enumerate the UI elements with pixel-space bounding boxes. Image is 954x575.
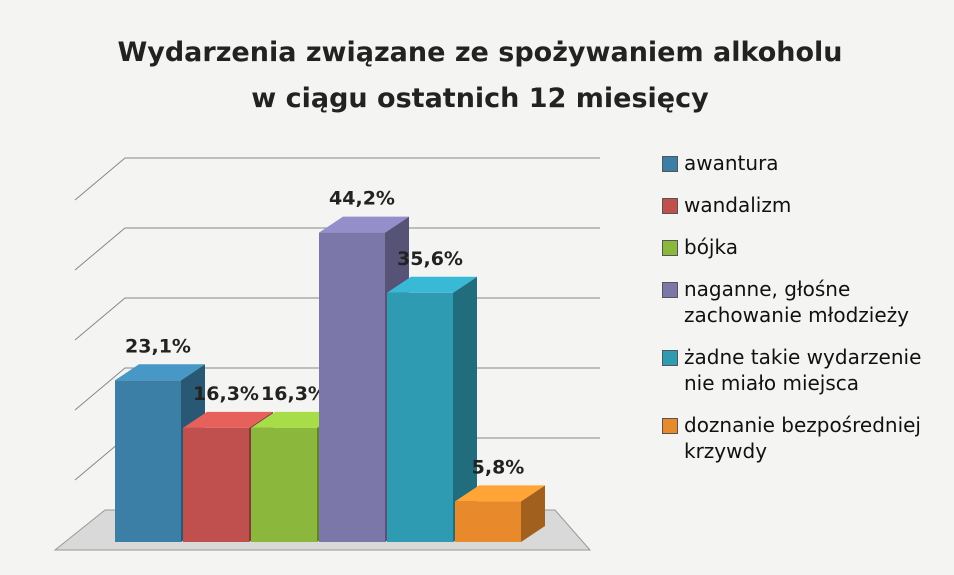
bar xyxy=(455,501,521,542)
legend-swatch xyxy=(662,350,678,366)
grid-line xyxy=(74,227,600,271)
legend: awantura wandalizm bójka naganne, głośne za… xyxy=(662,150,952,480)
legend-swatch xyxy=(662,282,678,298)
value-label: 5,8% xyxy=(472,456,525,478)
bar-side xyxy=(453,276,477,542)
bar-top xyxy=(115,364,205,381)
legend-item: bójka xyxy=(662,234,952,260)
bar-top xyxy=(455,485,545,502)
legend-swatch xyxy=(662,198,678,214)
legend-label: doznanie bezpośredniej krzywdy xyxy=(684,413,921,463)
legend-label: wandalizm xyxy=(684,193,792,217)
legend-item: żadne takie wydarzenie nie miało miejsca xyxy=(662,344,952,396)
legend-item: awantura xyxy=(662,150,952,176)
bar xyxy=(319,232,385,542)
value-label: 23,1% xyxy=(125,335,191,357)
legend-label: awantura xyxy=(684,151,779,175)
value-label: 35,6% xyxy=(397,248,463,270)
grid-line xyxy=(74,157,600,201)
bar xyxy=(251,427,317,542)
bar-top xyxy=(183,411,273,428)
legend-item: doznanie bezpośredniej krzywdy xyxy=(662,412,952,464)
legend-swatch xyxy=(662,156,678,172)
bar xyxy=(387,292,453,542)
bar-side xyxy=(521,485,545,542)
legend-label: żadne takie wydarzenie nie miało miejsca xyxy=(684,345,922,395)
bar-top xyxy=(319,216,409,233)
legend-item: wandalizm xyxy=(662,192,952,218)
chart-title: Wydarzenia związane ze spożywaniem alkoh… xyxy=(117,37,843,114)
legend-label: bójka xyxy=(684,235,738,259)
legend-swatch xyxy=(662,418,678,434)
bar-top xyxy=(387,276,477,293)
legend-item: naganne, głośne zachowanie młodzieży xyxy=(662,276,952,328)
legend-label: naganne, głośne zachowanie młodzieży xyxy=(684,277,909,327)
value-label: 16,3% xyxy=(261,383,327,405)
bar-top xyxy=(251,411,341,428)
legend-swatch xyxy=(662,240,678,256)
bar xyxy=(183,427,249,542)
bar xyxy=(115,380,181,542)
value-label: 44,2% xyxy=(329,188,395,210)
value-label: 16,3% xyxy=(193,383,259,405)
